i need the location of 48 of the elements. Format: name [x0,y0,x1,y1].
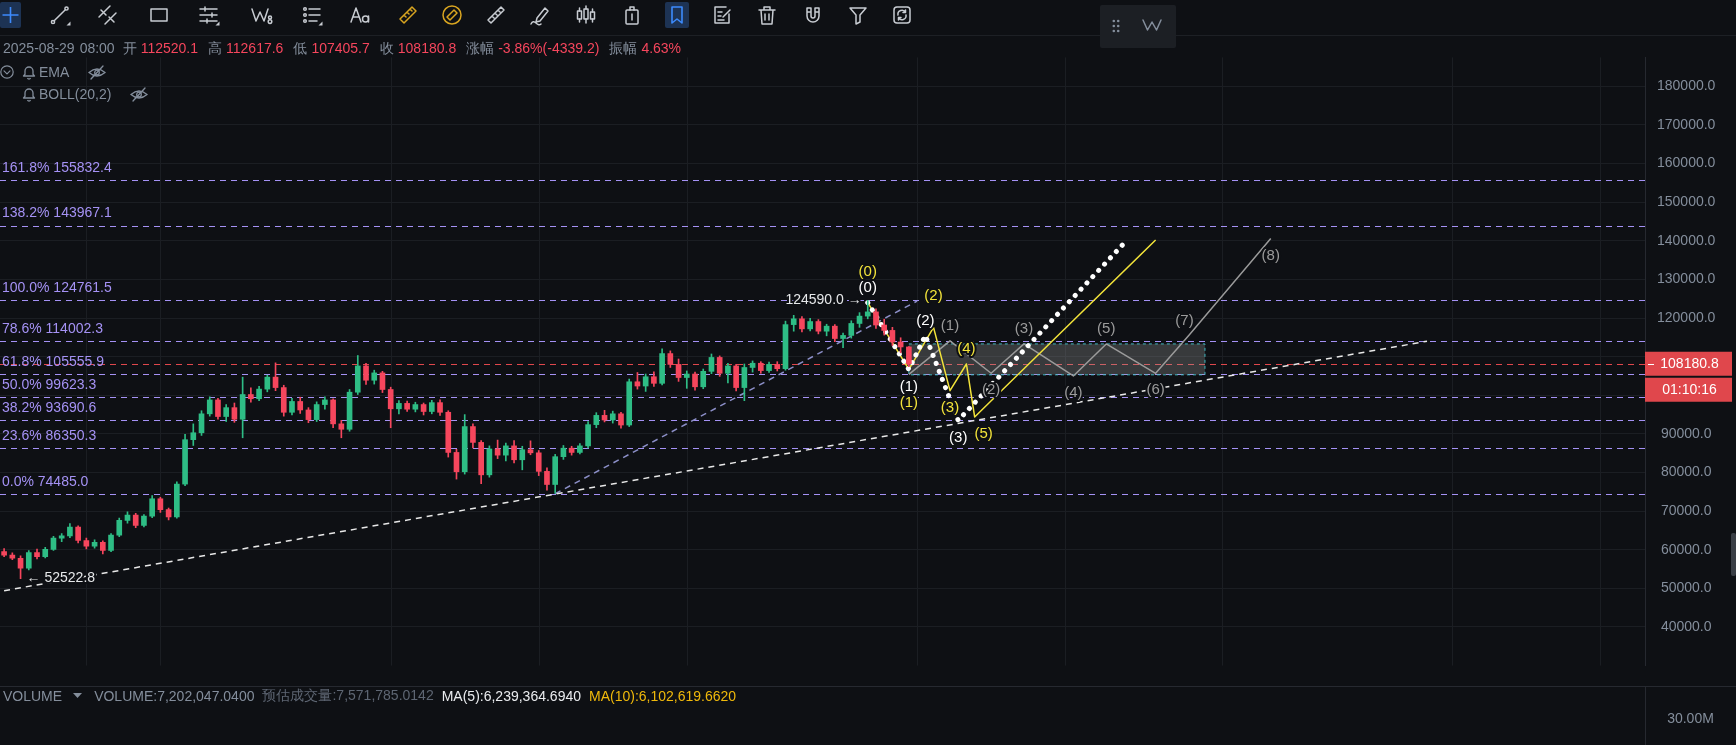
annotation: (0) [858,261,877,279]
annotation: (8) [1261,245,1280,263]
y-tick-label: 170000.0 [1656,115,1716,132]
y-tick-label: 180000.0 [1656,77,1716,94]
ref-line-label: 50.0% 99623.3 [2,375,97,392]
ref-line-label: 61.8% 105555.9 [2,352,105,369]
text: MA(10):6,102,619.6620 [589,687,737,704]
text: 2025-08-29 08:00 开 112520.1 高 112617.6 低 107405.7 收 108180.8 涨幅 -3.86%(-4339.2) 振幅 4.63% [3,40,682,56]
y-tick-label: 50000.0 [1660,579,1712,596]
text: VOLUME:7,202,047.0400 [94,687,255,704]
text: 30.00M [1667,710,1714,726]
text: MA(5):6,239,364.6940 [441,687,582,704]
annotation: (3) [1014,319,1034,337]
y-tick-label: 70000.0 [1660,502,1712,518]
y-tick-label: 160000.0 [1656,154,1716,171]
ref-line-label: 23.6% 86350.3 [2,426,97,443]
ref-line-label: 0.0% 74485.0 [2,472,89,489]
annotation: (1) [899,376,919,394]
annotation: EMA [39,64,70,80]
annotation: (2) [924,286,943,304]
annotation: (3) [949,427,968,445]
annotation: (5) [974,424,993,442]
text: 预估成交量:7,571,785.0142 [262,686,434,705]
ref-line-label: 38.2% 93690.6 [2,398,97,415]
ref-line-label: 78.6% 114002.3 [2,320,104,337]
annotation: (4) [1064,383,1083,401]
annotation: (1) [940,315,960,333]
y-tick-label: 90000.0 [1660,424,1712,441]
candlestick [683,370,690,389]
ref-line-label: 161.8% 155832.4 [2,158,112,175]
y-tick-label: 60000.0 [1660,540,1712,557]
y-tick-label: 150000.0 [1656,193,1716,210]
y-tick-label: 80000.0 [1660,463,1712,480]
ref-line-label: 138.2% 143967.1 [2,204,112,221]
text: VOLUME [3,687,63,704]
annotation: (2) [916,310,935,328]
y-tick-label: 120000.0 [1656,308,1716,325]
annotation: BOLL(20,2) [39,86,112,102]
ref-line-label: 108180.8 01:10:16 [1660,355,1719,398]
y-tick-label: 130000.0 [1656,270,1716,287]
y-tick-label: 140000.0 [1656,231,1716,248]
annotation: (4) [957,339,976,357]
annotation: (7) [1175,310,1194,328]
annotation: (3) [940,397,960,415]
annotation: (5) [1097,319,1116,337]
annotation: (6) [1146,380,1165,398]
y-tick-label: 40000.0 [1660,617,1712,634]
ref-line-label: 100.0% 124761.5 [2,278,112,295]
